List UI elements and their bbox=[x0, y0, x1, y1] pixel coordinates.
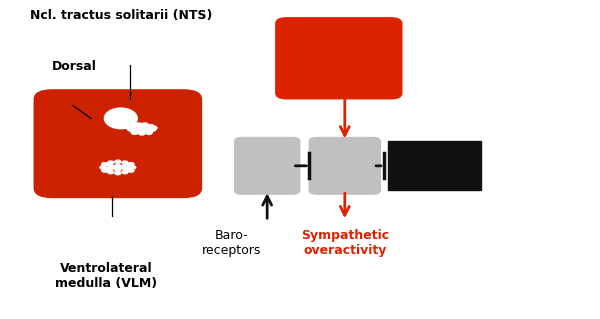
Circle shape bbox=[115, 168, 121, 171]
Text: RVLM: RVLM bbox=[319, 157, 371, 175]
Ellipse shape bbox=[104, 108, 137, 129]
Circle shape bbox=[115, 172, 121, 175]
Text: Sympathetic
overactivity: Sympathetic overactivity bbox=[301, 229, 389, 257]
Ellipse shape bbox=[43, 142, 103, 183]
Circle shape bbox=[135, 128, 142, 131]
Text: Hypercaloric diet
Psychosocial stress: Hypercaloric diet Psychosocial stress bbox=[263, 42, 415, 75]
Circle shape bbox=[146, 131, 152, 134]
Ellipse shape bbox=[40, 134, 184, 197]
FancyBboxPatch shape bbox=[309, 137, 380, 194]
FancyBboxPatch shape bbox=[388, 141, 481, 190]
Circle shape bbox=[130, 124, 136, 128]
Text: Ncl. tractus solitarii (NTS): Ncl. tractus solitarii (NTS) bbox=[29, 9, 212, 22]
FancyBboxPatch shape bbox=[34, 90, 202, 197]
Circle shape bbox=[131, 131, 138, 134]
Ellipse shape bbox=[130, 144, 190, 182]
Circle shape bbox=[102, 169, 107, 172]
Circle shape bbox=[106, 167, 112, 171]
Circle shape bbox=[127, 126, 133, 130]
Circle shape bbox=[102, 163, 107, 166]
Text: Dorsal: Dorsal bbox=[52, 60, 97, 72]
Circle shape bbox=[122, 171, 128, 174]
Ellipse shape bbox=[92, 98, 197, 167]
Circle shape bbox=[119, 166, 125, 169]
Circle shape bbox=[148, 124, 154, 128]
Circle shape bbox=[122, 164, 128, 167]
Circle shape bbox=[151, 126, 157, 130]
Circle shape bbox=[142, 123, 148, 126]
Circle shape bbox=[124, 167, 130, 171]
Circle shape bbox=[142, 128, 149, 131]
Text: Ventrolateral
medulla (VLM): Ventrolateral medulla (VLM) bbox=[55, 262, 157, 290]
Circle shape bbox=[107, 161, 113, 164]
Text: Baro-
receptors: Baro- receptors bbox=[202, 229, 261, 257]
FancyBboxPatch shape bbox=[276, 18, 402, 99]
Circle shape bbox=[149, 128, 156, 131]
Circle shape bbox=[139, 131, 145, 135]
Ellipse shape bbox=[50, 100, 119, 156]
Circle shape bbox=[115, 160, 121, 163]
Circle shape bbox=[107, 164, 113, 167]
FancyBboxPatch shape bbox=[235, 137, 300, 194]
Circle shape bbox=[115, 164, 121, 167]
Circle shape bbox=[130, 166, 136, 169]
Circle shape bbox=[128, 128, 134, 131]
Circle shape bbox=[107, 171, 113, 174]
Circle shape bbox=[136, 123, 142, 126]
Circle shape bbox=[128, 169, 134, 172]
Circle shape bbox=[110, 166, 116, 169]
Text: NTS: NTS bbox=[248, 157, 286, 175]
Circle shape bbox=[128, 163, 134, 166]
Circle shape bbox=[100, 166, 106, 169]
Circle shape bbox=[122, 161, 128, 164]
Text: Moxonidine: Moxonidine bbox=[385, 158, 484, 173]
Circle shape bbox=[139, 126, 145, 129]
